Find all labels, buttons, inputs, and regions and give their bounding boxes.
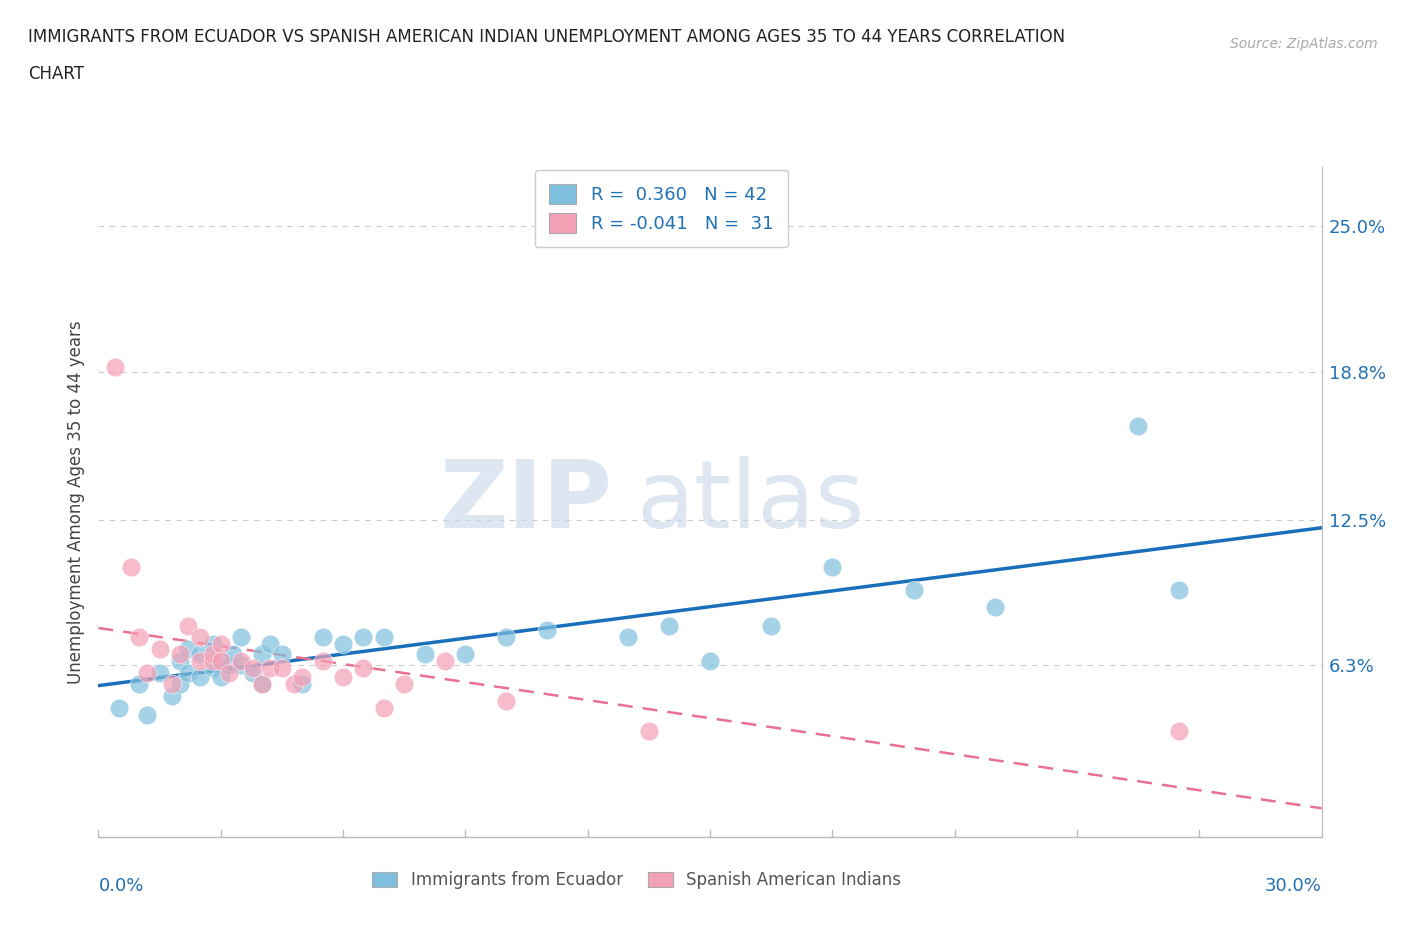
Point — [373, 630, 395, 644]
Point — [209, 637, 232, 652]
Point — [128, 630, 150, 644]
Point — [209, 654, 232, 669]
Text: IMMIGRANTS FROM ECUADOR VS SPANISH AMERICAN INDIAN UNEMPLOYMENT AMONG AGES 35 TO: IMMIGRANTS FROM ECUADOR VS SPANISH AMERI… — [28, 28, 1066, 46]
Point — [903, 583, 925, 598]
Point — [392, 677, 416, 692]
Point — [434, 654, 457, 669]
Point — [638, 724, 661, 738]
Point — [136, 708, 159, 723]
Point — [209, 654, 232, 669]
Point — [231, 658, 253, 673]
Point — [250, 677, 273, 692]
Point — [136, 665, 159, 680]
Point — [242, 660, 264, 675]
Point — [312, 654, 335, 669]
Point — [160, 677, 183, 692]
Point — [259, 660, 281, 675]
Point — [1167, 724, 1189, 738]
Point — [821, 559, 844, 574]
Point — [160, 688, 183, 703]
Point — [177, 618, 200, 633]
Point — [242, 665, 264, 680]
Text: 30.0%: 30.0% — [1265, 877, 1322, 896]
Point — [454, 646, 477, 661]
Point — [231, 630, 253, 644]
Point — [149, 665, 172, 680]
Point — [699, 654, 721, 669]
Point — [536, 623, 558, 638]
Text: CHART: CHART — [28, 65, 84, 83]
Point — [283, 677, 305, 692]
Point — [128, 677, 150, 692]
Point — [188, 646, 212, 661]
Y-axis label: Unemployment Among Ages 35 to 44 years: Unemployment Among Ages 35 to 44 years — [66, 321, 84, 684]
Point — [250, 646, 273, 661]
Point — [617, 630, 640, 644]
Point — [201, 646, 224, 661]
Point — [373, 700, 395, 715]
Point — [1167, 583, 1189, 598]
Point — [218, 658, 240, 673]
Point — [120, 559, 142, 574]
Point — [149, 642, 172, 657]
Point — [222, 646, 245, 661]
Text: 0.0%: 0.0% — [98, 877, 143, 896]
Point — [218, 665, 240, 680]
Point — [312, 630, 335, 644]
Point — [188, 670, 212, 684]
Point — [177, 642, 200, 657]
Point — [291, 677, 314, 692]
Point — [169, 646, 191, 661]
Text: Source: ZipAtlas.com: Source: ZipAtlas.com — [1230, 37, 1378, 51]
Point — [658, 618, 681, 633]
Point — [201, 637, 224, 652]
Point — [188, 654, 212, 669]
Text: ZIP: ZIP — [439, 457, 612, 548]
Point — [108, 700, 131, 715]
Point — [332, 637, 354, 652]
Point — [291, 670, 314, 684]
Point — [270, 660, 294, 675]
Point — [177, 665, 200, 680]
Point — [1128, 418, 1150, 433]
Point — [352, 660, 374, 675]
Point — [984, 599, 1007, 614]
Point — [231, 654, 253, 669]
Point — [495, 630, 517, 644]
Point — [169, 654, 191, 669]
Point — [104, 360, 127, 375]
Point — [188, 630, 212, 644]
Point — [495, 693, 517, 708]
Point — [169, 677, 191, 692]
Point — [201, 654, 224, 669]
Point — [259, 637, 281, 652]
Point — [250, 677, 273, 692]
Legend: Immigrants from Ecuador, Spanish American Indians: Immigrants from Ecuador, Spanish America… — [366, 864, 908, 896]
Point — [352, 630, 374, 644]
Point — [270, 646, 294, 661]
Point — [201, 660, 224, 675]
Point — [761, 618, 783, 633]
Text: atlas: atlas — [637, 457, 865, 548]
Point — [332, 670, 354, 684]
Point — [209, 670, 232, 684]
Point — [413, 646, 436, 661]
